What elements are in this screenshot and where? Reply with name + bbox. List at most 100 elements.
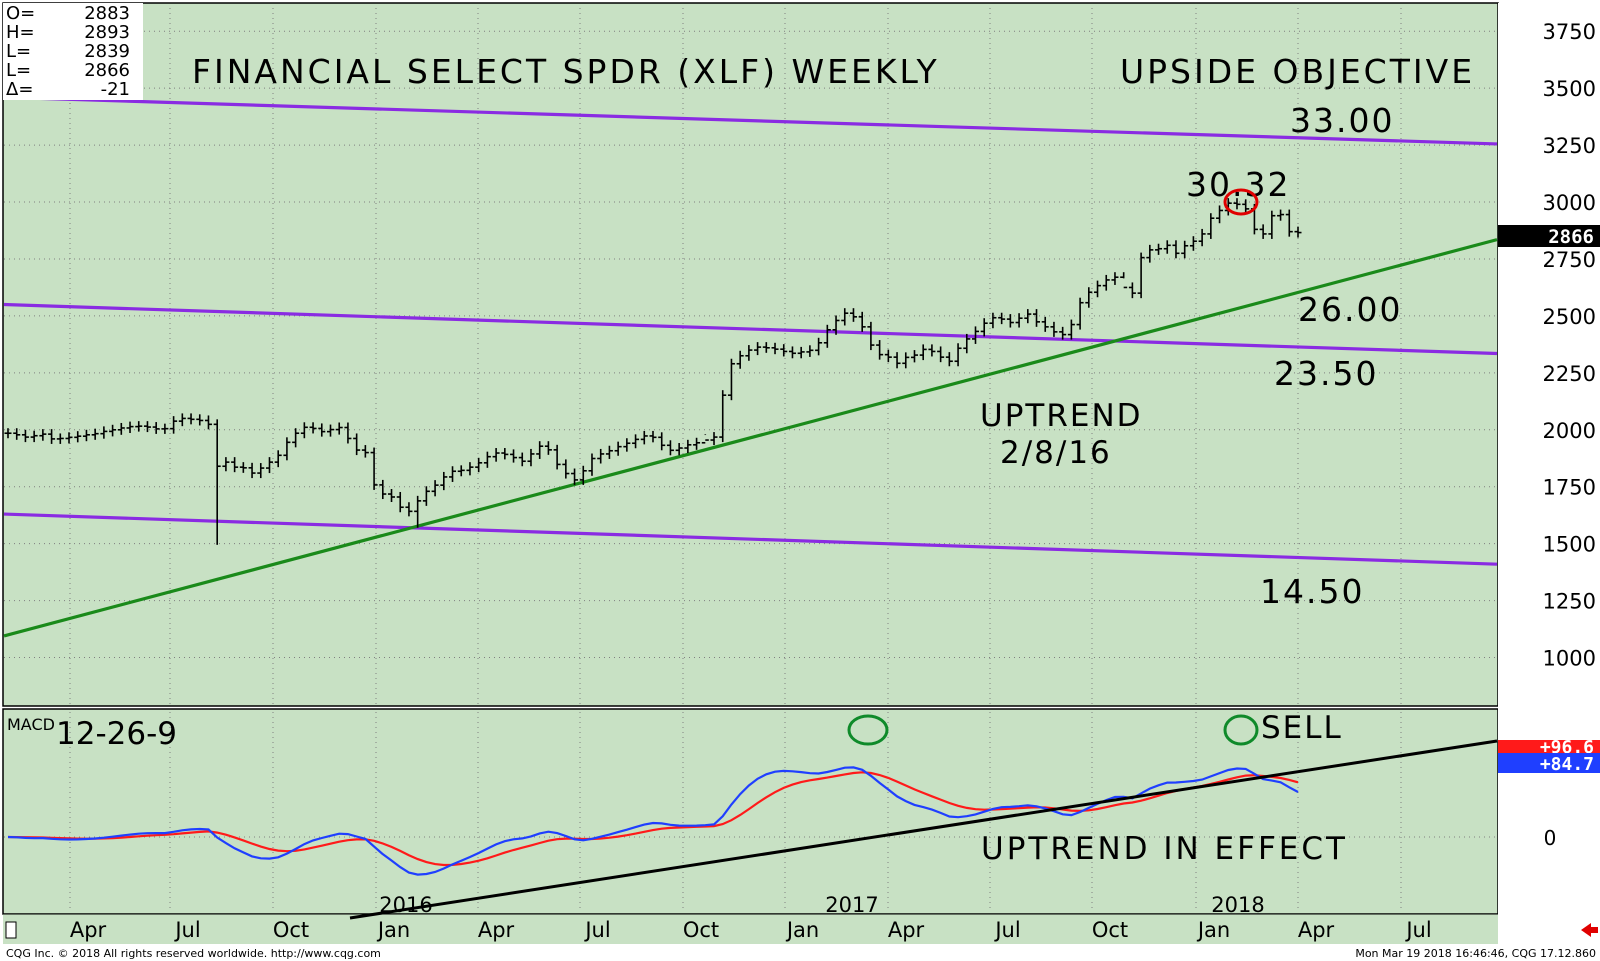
ohlc-bar [82, 429, 90, 442]
ohlc-bar [30, 430, 38, 443]
macd-sell-label: SELL [1261, 710, 1343, 746]
ohlc-row-value: 2893 [84, 22, 130, 43]
ohlc-bar [553, 444, 561, 470]
ohlc-bar [265, 457, 273, 474]
ohlc-bar [1050, 321, 1058, 337]
x-month-label-0: Apr [70, 918, 107, 942]
ohlc-bar [213, 419, 221, 545]
ohlc-bar [727, 358, 735, 401]
ohlc-bar [710, 432, 718, 446]
ohlc-row-value: -21 [101, 79, 130, 100]
ohlc-bar [797, 346, 805, 359]
footer-copyright: CQG Inc. © 2018 All rights reserved worl… [6, 947, 381, 960]
level-23-50-label: 23.50 [1274, 354, 1378, 393]
ohlc-bar [1189, 236, 1197, 251]
ohlc-bar [300, 422, 308, 439]
ohlc-bar [632, 434, 640, 449]
ohlc-bar [1216, 205, 1224, 224]
scroll-left-arrow-icon[interactable] [1581, 923, 1598, 937]
ohlc-bar [1067, 319, 1075, 340]
ohlc-bar [1198, 228, 1206, 247]
x-month-label-2: Oct [273, 918, 309, 942]
ohlc-bar [379, 479, 387, 500]
ohlc-bar [754, 342, 762, 356]
macd-grid [4, 712, 1497, 912]
x-month-label-9: Jul [993, 918, 1020, 942]
ohlc-bar [318, 423, 326, 437]
ohlc-bar [13, 428, 21, 440]
level-14-50-label: 14.50 [1260, 572, 1364, 611]
ohlc-bar [902, 352, 910, 369]
macd-line [7, 766, 1299, 876]
macd-top-circle-2017 [847, 714, 889, 746]
ohlc-bar [48, 429, 56, 444]
ohlc-bar [841, 308, 849, 326]
ohlc-bar [449, 466, 457, 482]
macd-y-tick-label-0: 0 [1544, 826, 1557, 850]
ohlc-bar [135, 421, 143, 432]
ohlc-bar [867, 321, 875, 351]
ohlc-row-value: 2883 [84, 3, 130, 24]
y-tick-label-2: 1500 [1543, 533, 1596, 557]
ohlc-bar [736, 350, 744, 369]
x-month-label-8: Apr [888, 918, 925, 942]
ohlc-bar [370, 447, 378, 490]
ohlc-bar [126, 421, 134, 433]
ohlc-bar [562, 459, 570, 479]
ohlc-bar [274, 450, 282, 468]
x-month-label-12: Apr [1298, 918, 1335, 942]
ohlc-bar [65, 432, 73, 444]
ohlc-row-label: L= [6, 41, 31, 62]
ohlc-row-label: O= [6, 3, 35, 24]
ohlc-row-label: Δ= [6, 79, 33, 100]
ohlc-row-value: 2866 [84, 60, 130, 81]
ohlc-rows: O= 2883 H= 2893 L= 2839 L= 2866 Δ= -21 [6, 3, 130, 100]
ohlc-bar [422, 486, 430, 506]
ohlc-bar [1155, 243, 1163, 255]
scroll-handle[interactable] [5, 921, 17, 939]
price-top-circle [1223, 188, 1259, 216]
uptrend-label: UPTREND [980, 398, 1143, 434]
y-tick-label-6: 2500 [1543, 305, 1596, 329]
ohlc-bar [788, 346, 796, 359]
ohlc-bar [945, 352, 953, 367]
y-tick-label-0: 1000 [1543, 647, 1596, 671]
ohlc-bar [640, 430, 648, 445]
ohlc-bar [571, 468, 579, 485]
ohlc-bar [666, 440, 674, 456]
ohlc-bar [388, 489, 396, 502]
channel-line-middle [3, 302, 1498, 356]
ohlc-bar [849, 308, 857, 322]
macd-value: +84.7 [1540, 754, 1594, 775]
ohlc-bar [1128, 282, 1136, 299]
ohlc-bar [1146, 244, 1154, 263]
macd-uptrend-label: UPTREND IN EFFECT [981, 831, 1348, 867]
ohlc-bar [1207, 213, 1215, 239]
ohlc-bar [231, 457, 239, 473]
ohlc-bar [161, 423, 169, 434]
ohlc-bar [876, 340, 884, 360]
uptrend-date-label: 2/8/16 [1000, 435, 1112, 471]
ohlc-bar [745, 345, 753, 361]
ohlc-bar [283, 437, 291, 461]
ohlc-bar [832, 315, 840, 335]
ohlc-bar [1259, 224, 1267, 239]
ohlc-bar [396, 491, 404, 513]
ohlc-bar [597, 448, 605, 464]
ohlc-bar [152, 422, 160, 434]
ohlc-bar [527, 448, 535, 467]
macd-params-label: 12-26-9 [56, 716, 177, 752]
ohlc-bar [762, 342, 770, 353]
ohlc-bar [170, 416, 178, 434]
ohlc-bar [457, 465, 465, 477]
x-year-label-1: 2017 [825, 893, 878, 917]
ohlc-row-label: H= [6, 22, 35, 43]
ohlc-bar [1277, 209, 1285, 221]
x-year-label-2: 2018 [1211, 893, 1264, 917]
ohlc-bar [483, 451, 491, 468]
ohlc-bar [884, 349, 892, 363]
macd-trendline [349, 739, 1498, 920]
ohlc-bar [1041, 316, 1049, 332]
ohlc-bar [492, 448, 500, 462]
y-tick-label-5: 2250 [1543, 362, 1596, 386]
